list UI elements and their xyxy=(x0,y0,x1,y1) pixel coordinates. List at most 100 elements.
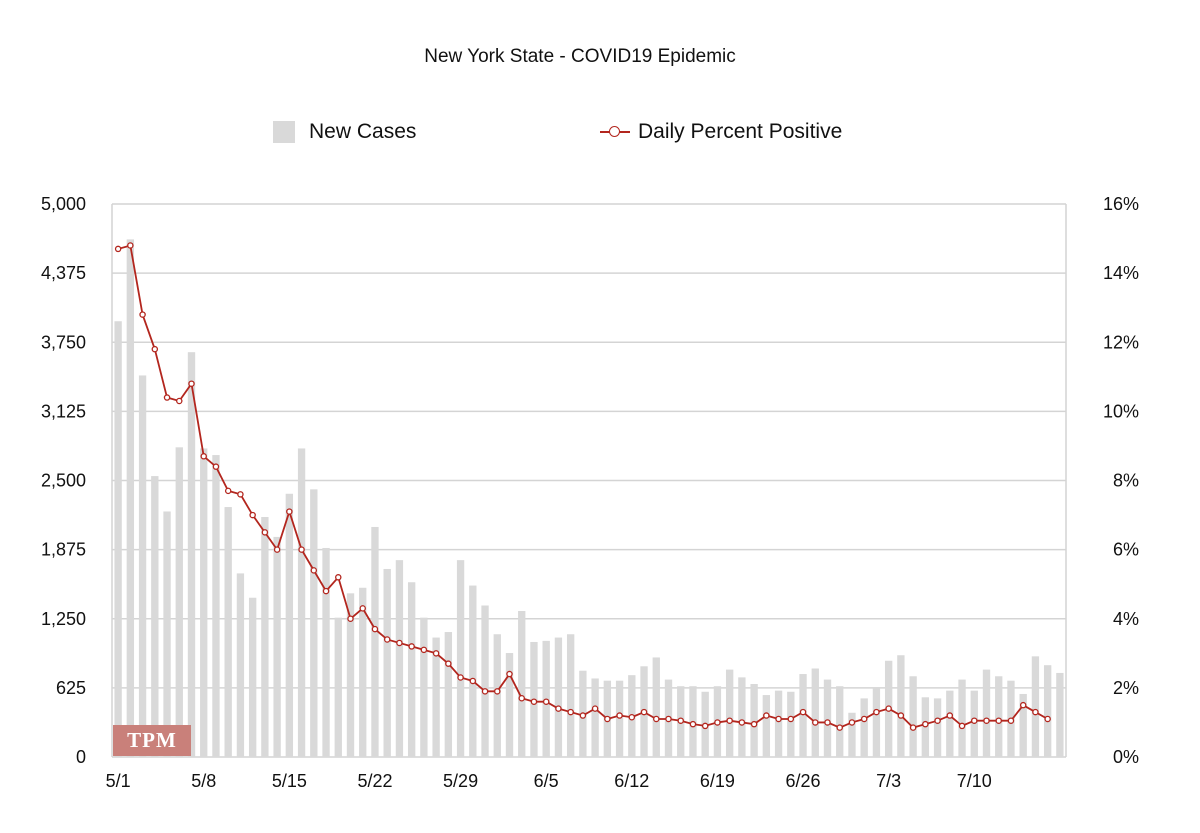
point-percent-positive xyxy=(812,719,819,726)
point-percent-positive xyxy=(555,705,562,712)
point-percent-positive xyxy=(273,546,281,553)
point-percent-positive xyxy=(371,625,379,633)
bar-new-cases xyxy=(615,680,624,757)
bar-new-cases xyxy=(322,547,330,757)
bar-new-cases xyxy=(359,587,367,757)
point-percent-positive xyxy=(665,715,672,723)
bar-new-cases xyxy=(872,687,881,757)
bar-new-cases xyxy=(787,691,795,757)
point-percent-positive xyxy=(286,508,293,515)
bar-new-cases xyxy=(946,690,954,757)
bar-new-cases xyxy=(432,637,440,757)
left-tick-label: 5,000 xyxy=(41,194,86,214)
point-percent-positive xyxy=(750,720,758,728)
bar-new-cases xyxy=(933,698,942,757)
bar-new-cases xyxy=(1019,693,1027,757)
point-percent-positive xyxy=(139,311,146,318)
bar-new-cases xyxy=(505,653,514,757)
point-percent-positive xyxy=(396,639,403,647)
point-percent-positive xyxy=(787,715,795,723)
point-percent-positive xyxy=(114,245,122,253)
bar-new-cases xyxy=(958,679,966,757)
bar-new-cases xyxy=(823,679,832,757)
bar-new-cases xyxy=(444,632,453,757)
x-tick-label: 7/10 xyxy=(957,771,992,791)
legend-label-new-cases: New Cases xyxy=(309,120,417,143)
bar-new-cases xyxy=(407,582,416,757)
bar-new-cases xyxy=(138,375,147,757)
left-tick-label: 625 xyxy=(56,678,86,698)
point-percent-positive xyxy=(775,715,782,723)
point-percent-positive xyxy=(432,650,440,657)
bar-new-cases xyxy=(420,617,428,757)
point-percent-positive xyxy=(481,688,489,695)
x-tick-label: 5/22 xyxy=(357,771,392,791)
point-percent-positive xyxy=(151,345,159,353)
point-percent-positive xyxy=(836,724,843,731)
bar-new-cases xyxy=(383,568,391,757)
point-percent-positive xyxy=(359,605,366,612)
point-percent-positive xyxy=(163,394,171,401)
point-percent-positive xyxy=(848,719,856,726)
bar-new-cases xyxy=(738,677,746,757)
point-percent-positive xyxy=(1007,717,1015,724)
bar-new-cases xyxy=(200,448,208,757)
point-percent-positive xyxy=(689,720,697,728)
point-percent-positive xyxy=(200,453,207,460)
x-tick-label: 5/1 xyxy=(106,771,131,791)
bar-new-cases xyxy=(848,712,856,757)
bar-new-cases xyxy=(469,585,477,757)
point-percent-positive xyxy=(1019,701,1027,709)
point-percent-positive xyxy=(445,660,452,667)
point-percent-positive xyxy=(188,380,195,387)
left-tick-label: 4,375 xyxy=(41,263,86,283)
point-percent-positive xyxy=(885,705,892,712)
chart-title: New York State - COVID19 Epidemic xyxy=(424,46,736,67)
bar-new-cases xyxy=(151,476,159,757)
point-percent-positive xyxy=(677,717,684,724)
point-percent-positive xyxy=(1032,708,1039,716)
left-tick-label: 3,750 xyxy=(41,332,86,352)
bar-new-cases xyxy=(481,605,489,757)
left-tick-label: 0 xyxy=(76,747,86,767)
bar-new-cases xyxy=(285,493,294,757)
point-percent-positive xyxy=(934,717,941,724)
point-percent-positive xyxy=(738,719,746,726)
right-tick-label: 0% xyxy=(1113,747,1139,767)
x-tick-label: 6/19 xyxy=(700,771,735,791)
point-percent-positive xyxy=(420,646,428,654)
bar-new-cases xyxy=(236,573,245,757)
right-tick-label: 4% xyxy=(1113,609,1139,629)
bar-new-cases xyxy=(762,695,771,757)
point-percent-positive xyxy=(298,546,305,553)
bar-new-cases xyxy=(554,637,563,757)
bar-new-cases xyxy=(212,455,220,757)
point-percent-positive xyxy=(726,717,733,724)
legend-label-percent-positive: Daily Percent Positive xyxy=(638,120,843,143)
bar-new-cases xyxy=(982,669,991,757)
legend-item-percent-positive: Daily Percent Positive xyxy=(600,120,842,144)
bar-new-cases xyxy=(750,684,758,757)
point-percent-positive xyxy=(567,708,574,716)
bar-new-cases xyxy=(811,668,819,757)
bar-new-cases xyxy=(909,676,917,757)
bar-new-cases xyxy=(224,507,232,757)
point-percent-positive xyxy=(518,694,525,702)
point-percent-positive xyxy=(958,722,966,730)
point-percent-positive xyxy=(714,719,721,726)
bar-new-cases xyxy=(591,678,599,757)
point-percent-positive xyxy=(530,698,538,705)
bar-new-cases xyxy=(261,516,269,757)
point-percent-positive xyxy=(971,717,978,724)
point-percent-positive xyxy=(322,587,330,595)
x-tick-label: 5/8 xyxy=(191,771,216,791)
point-percent-positive xyxy=(653,715,660,723)
point-percent-positive xyxy=(347,615,354,623)
left-axis-ticks: 0 625 1,250 1,875 2,500 3,125 3,750 4,375 5,000 xyxy=(41,194,86,767)
x-tick-label: 5/15 xyxy=(272,771,307,791)
point-percent-positive xyxy=(628,714,636,721)
bar-new-cases xyxy=(652,657,660,757)
right-tick-label: 6% xyxy=(1113,540,1139,560)
bar-new-cases xyxy=(456,560,465,757)
bar-new-cases xyxy=(310,489,318,757)
